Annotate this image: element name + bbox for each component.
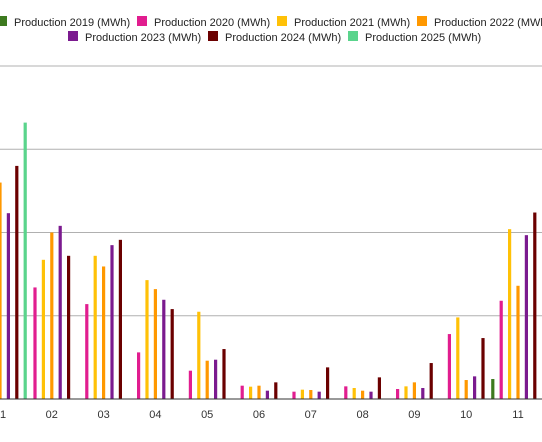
- bar-03-s2: [85, 304, 89, 399]
- bar-03-s6: [118, 239, 122, 399]
- x-tick-label-01: 01: [0, 409, 6, 421]
- x-tick-label-09: 09: [408, 409, 420, 421]
- legend-label-1: Production 2019 (MWh): [14, 17, 130, 29]
- bar-05-s6: [222, 349, 226, 399]
- legend-swatch-6: [208, 31, 218, 41]
- x-tick-label-07: 07: [305, 409, 317, 421]
- bar-08-s5: [369, 391, 373, 399]
- x-tick-label-11: 11: [512, 409, 523, 421]
- bar-05-s3: [197, 311, 201, 399]
- bar-01-s5: [6, 213, 10, 399]
- gridlines: [0, 65, 542, 317]
- bar-04-s3: [145, 280, 149, 399]
- bar-05-s4: [205, 360, 209, 399]
- legend-label-2: Production 2020 (MWh): [154, 17, 270, 29]
- bar-08-s2: [344, 386, 348, 399]
- bar-09-s3: [404, 386, 408, 399]
- legend-swatch-1: [0, 16, 7, 26]
- bar-08-s4: [361, 390, 365, 399]
- bar-06-s4: [257, 385, 261, 399]
- bars: [0, 122, 537, 400]
- bar-02-s4: [50, 232, 54, 399]
- bar-02-s6: [67, 255, 71, 399]
- legend-swatch-2: [137, 16, 147, 26]
- x-tick-label-03: 03: [97, 409, 109, 421]
- bar-09-s5: [421, 388, 425, 399]
- bar-05-s2: [188, 370, 192, 399]
- bar-10-s3: [456, 317, 460, 399]
- legend-label-5: Production 2023 (MWh): [85, 32, 201, 44]
- bar-01-s6: [15, 165, 19, 399]
- bar-06-s5: [265, 390, 269, 399]
- legend: Production 2019 (MWh) Production 2020 (MW…: [0, 16, 542, 44]
- bar-04-s4: [153, 289, 157, 399]
- bar-11-s2: [499, 300, 503, 399]
- bar-09-s6: [429, 363, 433, 399]
- bar-07-s3: [300, 389, 304, 399]
- bar-10-s2: [447, 334, 451, 399]
- bar-10-s5: [473, 376, 477, 399]
- x-tick-label-02: 02: [46, 409, 58, 421]
- bar-05-s5: [214, 359, 218, 399]
- legend-label-4: Production 2022 (MWh): [434, 17, 542, 29]
- bar-10-s6: [481, 338, 485, 399]
- bar-10-s4: [464, 380, 468, 399]
- legend-label-7: Production 2025 (MWh): [365, 32, 481, 44]
- bar-11-s3: [508, 229, 512, 399]
- bar-03-s5: [110, 245, 114, 399]
- legend-swatch-5: [68, 31, 78, 41]
- bar-04-s5: [162, 299, 166, 399]
- bar-11-s4: [516, 285, 520, 399]
- bar-09-s2: [396, 389, 400, 399]
- x-tick-label-05: 05: [201, 409, 213, 421]
- legend-label-3: Production 2021 (MWh): [294, 17, 410, 29]
- bar-04-s6: [170, 309, 174, 399]
- bar-02-s5: [58, 225, 62, 399]
- bar-02-s2: [33, 287, 37, 399]
- bar-11-s5: [524, 235, 528, 399]
- legend-swatch-4: [417, 16, 427, 26]
- x-tick-labels: 01 02 03 04 05 06 07 08 09 10 11: [0, 409, 524, 421]
- legend-swatch-7: [348, 31, 358, 41]
- bar-08-s6: [377, 377, 381, 399]
- bar-08-s3: [352, 388, 356, 399]
- bar-07-s6: [326, 367, 330, 399]
- bar-11-s6: [533, 212, 537, 399]
- bar-07-s2: [292, 391, 296, 399]
- bar-09-s4: [412, 382, 416, 399]
- bar-11-s1: [491, 379, 495, 399]
- x-tick-label-06: 06: [253, 409, 265, 421]
- bar-06-s6: [274, 382, 278, 399]
- x-tick-label-10: 10: [460, 409, 472, 421]
- bar-04-s2: [137, 352, 141, 399]
- bar-07-s5: [317, 391, 321, 399]
- x-tick-label-08: 08: [356, 409, 368, 421]
- x-tick-label-04: 04: [149, 409, 161, 421]
- bar-03-s3: [93, 255, 97, 399]
- bar-02-s3: [41, 259, 45, 399]
- bar-01-s7: [23, 122, 27, 400]
- bar-07-s4: [309, 390, 313, 399]
- bar-06-s2: [240, 385, 244, 399]
- legend-swatch-3: [277, 16, 287, 26]
- bar-06-s3: [249, 386, 253, 399]
- legend-label-6: Production 2024 (MWh): [225, 32, 341, 44]
- bar-03-s4: [102, 266, 106, 399]
- bar-01-s4: [0, 182, 2, 399]
